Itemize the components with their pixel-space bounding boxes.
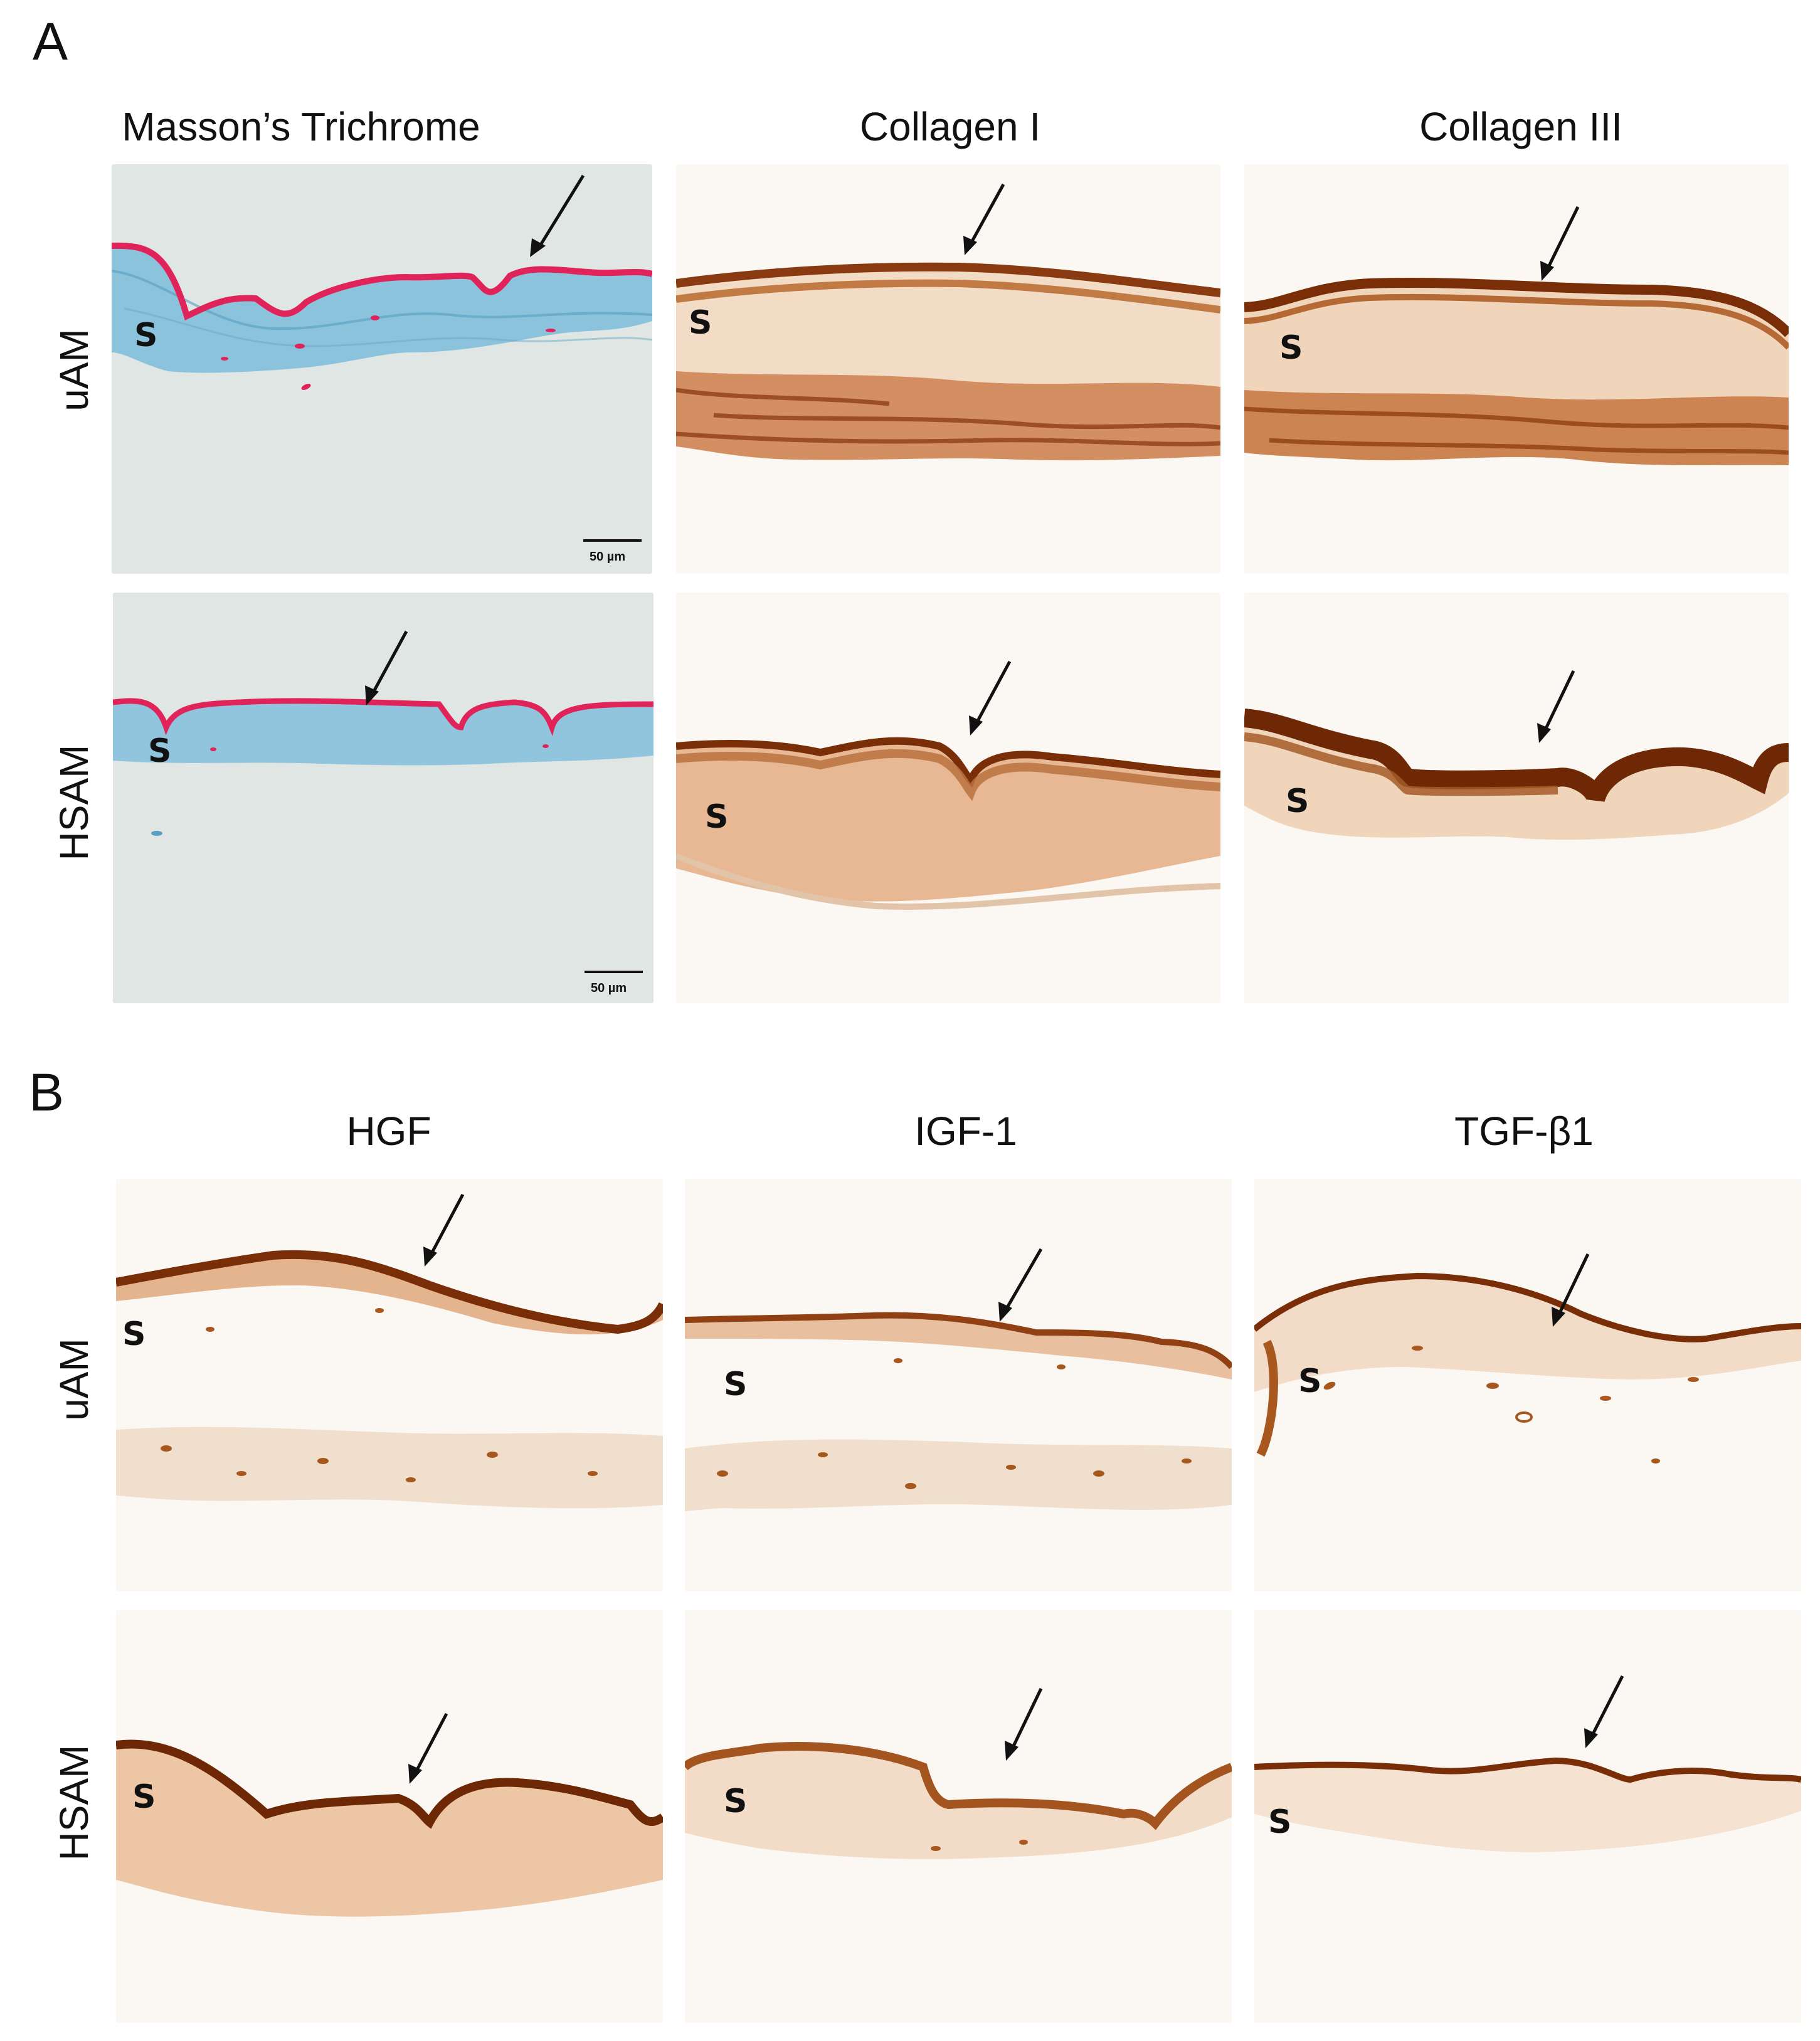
scale-bar-label: 50 µm xyxy=(591,981,627,995)
scale-bar-label: 50 µm xyxy=(590,550,625,564)
row-label-hsam-b: HSAM xyxy=(51,1744,97,1861)
micrograph-uam-tgf-b1: S xyxy=(1254,1179,1801,1591)
stroma-marker: S xyxy=(705,798,728,836)
column-title-tgf-b1: TGF-β1 xyxy=(1454,1109,1594,1154)
stroma-marker: S xyxy=(1286,783,1309,820)
stroma-marker: S xyxy=(1298,1363,1321,1400)
column-title-igf-1: IGF-1 xyxy=(914,1109,1017,1154)
stroma-marker: S xyxy=(724,1366,747,1403)
stroma-marker: S xyxy=(122,1316,145,1353)
micrograph-hsam-collagen-i: S xyxy=(676,593,1220,1003)
stroma-marker: S xyxy=(724,1783,747,1820)
column-title-collagen-iii: Collagen III xyxy=(1419,104,1622,149)
micrograph-uam-igf-1: S xyxy=(685,1179,1232,1591)
row-label-hsam-a: HSAM xyxy=(51,744,97,861)
micrograph-uam-hgf: S xyxy=(116,1179,663,1591)
stroma-marker: S xyxy=(1268,1803,1291,1841)
panel-letter-a: A xyxy=(33,12,68,71)
row-label-uam-b: uAM xyxy=(51,1338,97,1421)
stroma-marker: S xyxy=(132,1778,156,1816)
column-title-collagen-i: Collagen I xyxy=(859,104,1041,149)
column-title-massons-trichrome: Masson’s Trichrome xyxy=(122,104,480,149)
micrograph-uam-collagen-i: S xyxy=(676,164,1220,574)
micrograph-hsam-igf-1: S xyxy=(685,1610,1232,2023)
panel-letter-b: B xyxy=(29,1063,65,1122)
micrograph-hsam-hgf: S xyxy=(116,1610,663,2023)
micrograph-uam-massons-trichrome: S 50 µm xyxy=(112,164,652,574)
column-title-hgf: HGF xyxy=(346,1109,431,1154)
micrograph-hsam-collagen-iii: S xyxy=(1244,593,1789,1003)
micrograph-hsam-massons-trichrome: S 50 µm xyxy=(113,593,653,1003)
stroma-marker: S xyxy=(134,317,157,354)
micrograph-hsam-tgf-b1: S xyxy=(1254,1610,1801,2023)
stroma-marker: S xyxy=(689,304,712,342)
stroma-marker: S xyxy=(1279,329,1303,367)
row-label-uam-a: uAM xyxy=(51,329,97,411)
stroma-marker: S xyxy=(148,732,171,770)
micrograph-uam-collagen-iii: S xyxy=(1244,164,1789,574)
